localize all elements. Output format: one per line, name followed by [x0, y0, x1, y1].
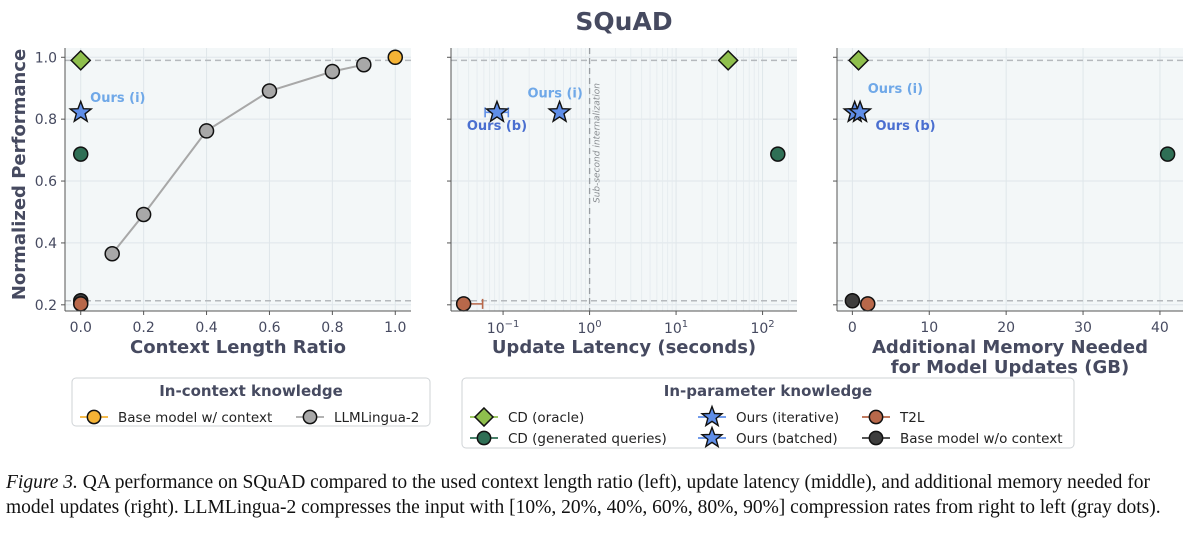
legend-marker-cd_generated	[476, 430, 492, 446]
point-base_with_context	[387, 49, 404, 66]
x-tick-label: 0.0	[70, 320, 92, 336]
point-llmlingua	[135, 206, 152, 223]
point-llmlingua	[104, 246, 120, 262]
caption-label: Figure 3.	[6, 472, 78, 493]
y-tick-label: 1.0	[35, 50, 57, 66]
legend-marker-base_with_context	[86, 409, 102, 425]
legend-label: Base model w/o context	[900, 431, 1063, 447]
legend-title: In-context knowledge	[159, 382, 343, 400]
y-tick-label: 0.6	[35, 174, 57, 190]
caption-text: QA performance on SQuAD compared to the …	[6, 472, 1161, 518]
squad-figure: SQuAD Ours (i) 0.2 0.4 0.6 0.8 1.0 0.0 0.2 0.4 0.…	[9, 7, 1183, 449]
x-tick-label: 0.6	[258, 320, 280, 336]
legend-marker-ours	[700, 425, 724, 449]
x-tick-label: 10−1	[487, 319, 520, 337]
legend-in-context: In-context knowledge Base model w/ contex…	[71, 377, 431, 427]
x-tick-label: 1.0	[384, 320, 406, 336]
plot-content	[837, 48, 1183, 311]
annotation-batched: Ours (b)	[467, 119, 527, 134]
point-cd_generated	[770, 146, 786, 162]
legend-marker-llmlingua	[302, 409, 318, 425]
plot-area	[837, 48, 1183, 311]
point-cd_oracle	[70, 49, 92, 71]
legend-label: CD (oracle)	[508, 410, 584, 426]
point-t2l	[455, 296, 472, 312]
plot-content	[451, 48, 797, 311]
x-tick-label: 102	[750, 319, 774, 337]
legend-label: T2L	[899, 410, 925, 426]
annotation-iterative: Ours (i)	[527, 87, 582, 102]
legend-frame	[71, 377, 431, 427]
chart-panels: Ours (i) 0.2 0.4 0.6 0.8 1.0 0.0 0.2 0.4 0.6 0.8 1.…	[9, 48, 1183, 378]
point-cd_oracle	[847, 49, 870, 71]
legend-in-parameter: In-parameter knowledge CD (oracle) CD (gen…	[461, 377, 1075, 449]
legend-label: Ours (batched)	[736, 431, 838, 447]
reference-line-label: Sub-second internalization	[593, 83, 603, 203]
y-tick-label: 0.2	[35, 298, 57, 314]
legend-label: CD (generated queries)	[508, 431, 667, 447]
x-tick-label: 20	[997, 320, 1015, 336]
x-tick-label: 40	[1151, 320, 1169, 336]
x-tick-label: 0	[848, 320, 857, 336]
x-tick-label: 101	[664, 319, 688, 337]
panel-left: Ours (i) 0.2 0.4 0.6 0.8 1.0 0.0 0.2 0.4 0.6 0.8 1.…	[9, 48, 411, 358]
point-t2l	[72, 296, 89, 312]
legend-marker-t2l	[868, 409, 884, 425]
y-tick-label: 0.4	[35, 236, 57, 252]
x-tick-label: 10	[920, 320, 938, 336]
legend-marker-base_without_context	[868, 430, 884, 446]
plot-area	[451, 48, 797, 311]
point-cd_oracle	[717, 49, 739, 71]
y-axis-label: Normalized Performance	[9, 49, 30, 300]
x-tick-label: 0.2	[133, 320, 155, 336]
point-ours	[847, 99, 873, 123]
point-cd_generated	[1159, 146, 1176, 162]
point-llmlingua	[261, 83, 278, 99]
panel-middle: Sub-second internalization Ours (i) Ours (…	[447, 48, 797, 358]
x-axis-label: Context Length Ratio	[130, 337, 346, 358]
point-llmlingua	[198, 123, 215, 139]
legends: In-context knowledge Base model w/ contex…	[71, 377, 1075, 449]
point-cd_generated	[72, 146, 89, 162]
x-tick-label: 0.4	[195, 320, 217, 336]
x-tick-label: 100	[577, 319, 601, 337]
annotation-batched: Ours (b)	[875, 119, 935, 134]
point-llmlingua	[356, 56, 372, 73]
point-llmlingua	[324, 63, 341, 80]
legend-marker-ours	[700, 404, 724, 428]
legend-frame	[461, 377, 1075, 449]
legend-label: Ours (iterative)	[736, 410, 839, 426]
x-tick-label: 30	[1074, 320, 1092, 336]
y-tick-label: 0.8	[35, 112, 57, 128]
point-t2l	[860, 296, 876, 312]
point-ours	[68, 99, 94, 123]
figure-caption: Figure 3. QA performance on SQuAD compar…	[6, 470, 1192, 520]
x-axis-label: Update Latency (seconds)	[492, 337, 756, 358]
legend-marker-cd_oracle	[473, 406, 495, 428]
figure-title: SQuAD	[575, 7, 672, 36]
legend-title: In-parameter knowledge	[664, 382, 872, 400]
annotation-iterative: Ours (i)	[90, 91, 145, 106]
legend-label: LLMLingua-2	[334, 410, 419, 426]
x-axis-label: for Model Updates (GB)	[891, 357, 1129, 378]
annotation-iterative: Ours (i)	[868, 82, 923, 97]
x-axis-label: Additional Memory Needed	[872, 337, 1148, 358]
point-ours	[484, 99, 510, 123]
legend-label: Base model w/ context	[118, 410, 272, 426]
plot-area	[65, 48, 411, 311]
point-ours	[547, 99, 572, 123]
x-tick-label: 0.8	[321, 320, 343, 336]
point-base_without_context	[844, 293, 861, 309]
